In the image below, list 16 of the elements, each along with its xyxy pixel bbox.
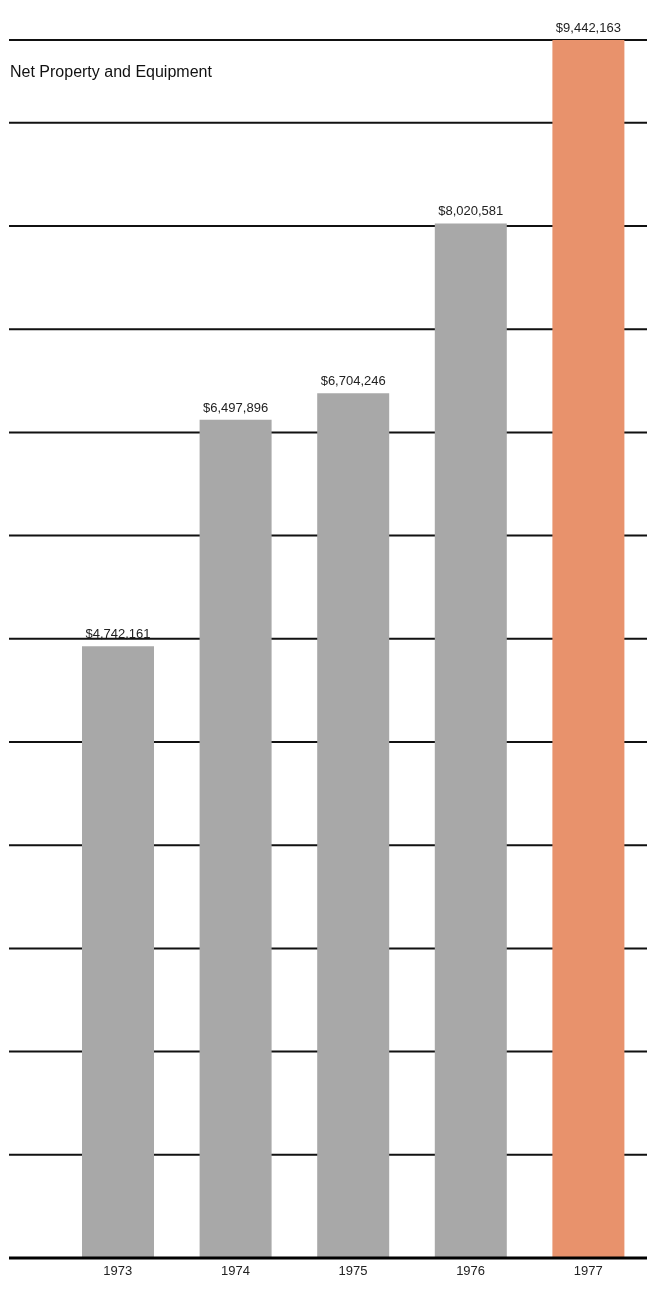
data-label: $8,020,581: [438, 203, 504, 219]
bar: [317, 393, 390, 1258]
data-label: $4,742,161: [85, 626, 151, 642]
x-tick-label: 1973: [103, 1263, 133, 1279]
text: Net Property and Equipment: [10, 63, 212, 81]
bar: [82, 646, 154, 1258]
x-tick-label: 1974: [220, 1263, 250, 1279]
x-tick-label: 1976: [456, 1263, 486, 1279]
bar: [552, 40, 625, 1258]
bar: [199, 419, 272, 1258]
x-tick-label: 1975: [338, 1263, 368, 1279]
bar: [434, 223, 507, 1258]
data-label: $9,442,163: [555, 20, 621, 35]
data-label: $6,704,246: [320, 373, 386, 389]
x-tick-label: 1977: [573, 1263, 603, 1279]
data-label: $6,497,896: [203, 399, 269, 415]
